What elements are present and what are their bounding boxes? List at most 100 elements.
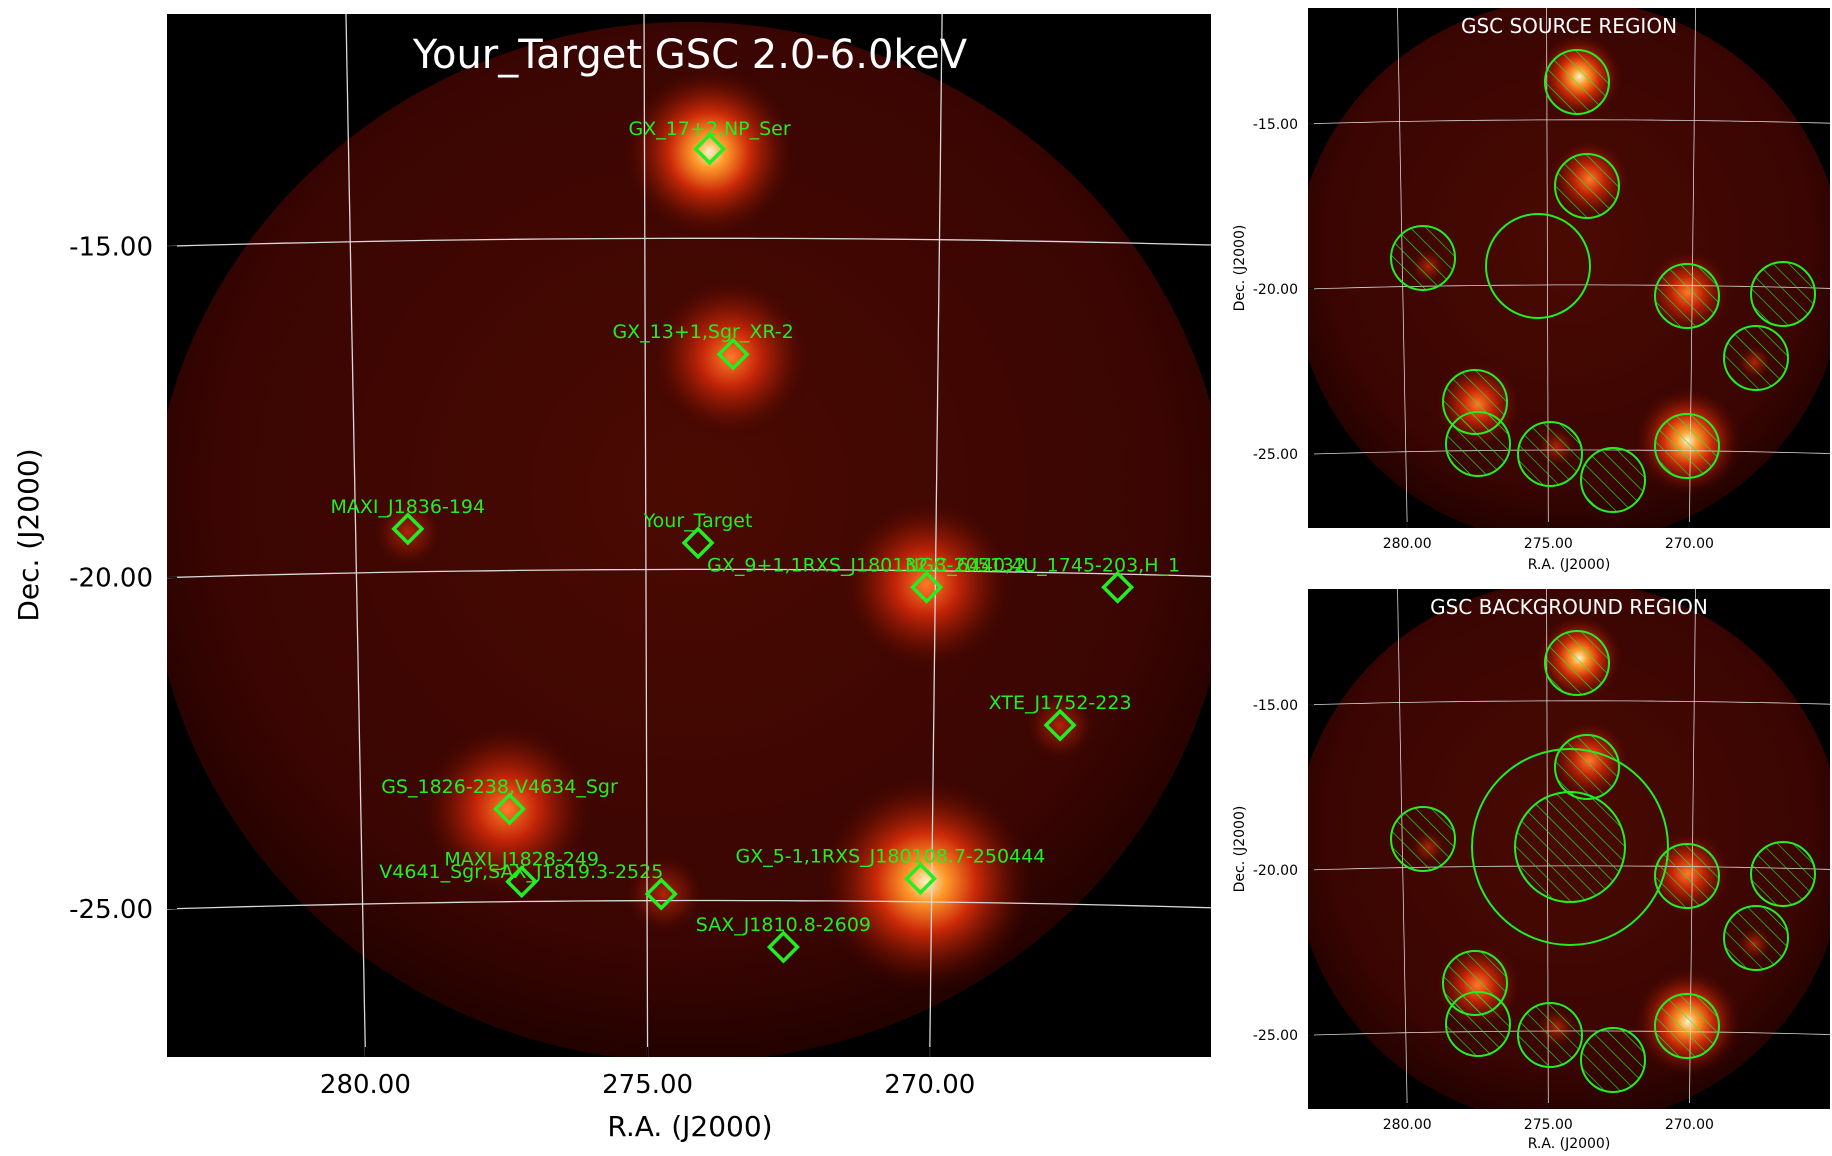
excluded-region-circle bbox=[1445, 991, 1511, 1057]
source-marker bbox=[493, 792, 526, 826]
excluded-region-circle bbox=[1750, 841, 1816, 907]
source-marker bbox=[505, 865, 539, 899]
emission-blob bbox=[816, 772, 1036, 992]
y-tick-label: -25.00 bbox=[1253, 1028, 1298, 1044]
emission-blob bbox=[620, 63, 799, 241]
background-title: GSC BACKGROUND REGION bbox=[1430, 595, 1708, 619]
source-marker bbox=[681, 526, 715, 560]
main-source-markers: GX_17+2,NP_Ser GX_13+1,Sgr_XR-2 MAXI_J1836… bbox=[331, 118, 1180, 964]
source-label: GS_1826-238,V4634_Sgr bbox=[381, 776, 618, 798]
x-tick-label: 280.00 bbox=[1383, 1117, 1432, 1133]
excluded-region-circle bbox=[1580, 447, 1646, 513]
source-label: SAX_J1810.8-2609 bbox=[696, 914, 871, 936]
x-tick-label: 270.00 bbox=[1665, 1117, 1714, 1133]
y-tick-label: -25.00 bbox=[69, 895, 153, 925]
source-marker bbox=[644, 877, 678, 911]
y-tick-label: -15.00 bbox=[69, 233, 153, 263]
x-tick-label: 270.00 bbox=[884, 1070, 975, 1100]
source-label: Your_Target bbox=[643, 510, 753, 532]
source-marker bbox=[693, 132, 727, 166]
excluded-region-circle bbox=[1390, 225, 1456, 291]
excluded-region-circle bbox=[1554, 153, 1620, 219]
excluded-region-circle bbox=[1654, 263, 1720, 329]
emission-blob bbox=[622, 852, 706, 936]
excluded-region-circle bbox=[1723, 325, 1789, 391]
main-title: Your_Target GSC 2.0-6.0keV bbox=[412, 32, 968, 78]
excluded-region-circle bbox=[1654, 993, 1720, 1059]
background-region-circles bbox=[1390, 630, 1816, 1093]
source-label: MAXI_J1836-194 bbox=[331, 496, 486, 518]
x-tick-label: 270.00 bbox=[1665, 536, 1714, 552]
source-region-circles bbox=[1390, 49, 1816, 513]
emission-blob bbox=[838, 495, 1016, 673]
y-tick-label: -20.00 bbox=[69, 564, 153, 594]
main-ticks: 280.00 275.00 270.00 -15.00 -20.00 -25.00 bbox=[69, 233, 975, 1100]
x-tick-label: 275.00 bbox=[1524, 536, 1573, 552]
source-title: GSC SOURCE REGION bbox=[1461, 14, 1677, 38]
source-marker bbox=[903, 862, 937, 896]
main-panel: GX_17+2,NP_Ser GX_13+1,Sgr_XR-2 MAXI_J1836… bbox=[12, 14, 1211, 1143]
emission-blob bbox=[371, 495, 445, 569]
emission-blob bbox=[646, 274, 814, 441]
source-label: GX_17+2,NP_Ser bbox=[628, 118, 790, 140]
background-region-panel: 280.00 275.00 270.00 -15.00 -20.00 -25.00 GSC… bbox=[1232, 589, 1830, 1152]
excluded-region-circle bbox=[1390, 806, 1456, 872]
background-xlabel: R.A. (J2000) bbox=[1528, 1136, 1611, 1152]
excluded-region-circle bbox=[1554, 734, 1620, 800]
source-label: V4641_Sgr,SAX_J1819.3-2525 bbox=[379, 861, 663, 883]
source-label: GX_9+1,1RXS_J180132.3-205132 bbox=[707, 554, 1026, 576]
main-ylabel: Dec. (J2000) bbox=[12, 448, 45, 621]
excluded-region-circle bbox=[1517, 1002, 1583, 1068]
source-marker bbox=[1101, 570, 1135, 604]
main-grid bbox=[167, 14, 1211, 1057]
x-tick-label: 275.00 bbox=[1524, 1117, 1573, 1133]
source-label: XTE_J1752-223 bbox=[989, 692, 1132, 714]
ra-grid-line bbox=[345, 14, 367, 1057]
source-region-panel: 280.00 275.00 270.00 -15.00 -20.00 -25.00 GSC… bbox=[1232, 8, 1830, 573]
background-ticks: 280.00 275.00 270.00 -15.00 -20.00 -25.00 bbox=[1253, 698, 1714, 1133]
ra-grid-line bbox=[929, 14, 943, 1057]
excluded-region-circle bbox=[1580, 1027, 1646, 1093]
y-tick-label: -15.00 bbox=[1253, 117, 1298, 133]
source-label: NGC_6440,4U_1745-203,H_1 bbox=[905, 554, 1180, 576]
x-tick-label: 275.00 bbox=[602, 1070, 693, 1100]
excluded-region-circle bbox=[1445, 411, 1511, 477]
source-ylabel: Dec. (J2000) bbox=[1232, 225, 1248, 312]
x-tick-label: 280.00 bbox=[1383, 536, 1432, 552]
excluded-region-circle bbox=[1517, 421, 1583, 487]
dec-grid-line bbox=[167, 899, 1211, 910]
main-xlabel: R.A. (J2000) bbox=[607, 1110, 772, 1143]
dec-grid-line bbox=[1308, 700, 1830, 706]
y-tick-label: -20.00 bbox=[1253, 282, 1298, 298]
background-ylabel: Dec. (J2000) bbox=[1232, 806, 1248, 893]
excluded-region-circle bbox=[1544, 630, 1610, 696]
y-tick-label: -25.00 bbox=[1253, 447, 1298, 463]
source-marker bbox=[391, 512, 425, 546]
emission-blob bbox=[418, 720, 596, 898]
source-marker bbox=[716, 337, 750, 371]
excluded-region-circle bbox=[1654, 413, 1720, 479]
source-ticks: 280.00 275.00 270.00 -15.00 -20.00 -25.00 bbox=[1253, 117, 1714, 552]
source-marker bbox=[910, 570, 944, 604]
dec-grid-line bbox=[1308, 119, 1830, 125]
source-xlabel: R.A. (J2000) bbox=[1528, 557, 1611, 573]
y-tick-label: -15.00 bbox=[1253, 698, 1298, 714]
emission-blob bbox=[1023, 688, 1097, 762]
source-label: GX_5-1,1RXS_J180108.7-250444 bbox=[735, 846, 1045, 868]
dec-grid-line bbox=[167, 568, 1211, 579]
excluded-region-circle bbox=[1723, 905, 1789, 971]
excluded-region-circle bbox=[1544, 49, 1610, 115]
dec-grid-line bbox=[167, 237, 1211, 247]
source-label: MAXI_J1828-249 bbox=[444, 849, 599, 871]
background-region-inner-excluded bbox=[1514, 791, 1626, 903]
excluded-region-circle bbox=[1750, 261, 1816, 327]
y-tick-label: -20.00 bbox=[1253, 863, 1298, 879]
ra-grid-line bbox=[643, 14, 649, 1057]
source-marker bbox=[1043, 708, 1077, 742]
source-region-circle bbox=[1485, 213, 1591, 319]
x-tick-label: 280.00 bbox=[320, 1070, 411, 1100]
excluded-region-circle bbox=[1654, 843, 1720, 909]
source-marker bbox=[766, 930, 800, 964]
source-label: GX_13+1,Sgr_XR-2 bbox=[612, 321, 793, 343]
